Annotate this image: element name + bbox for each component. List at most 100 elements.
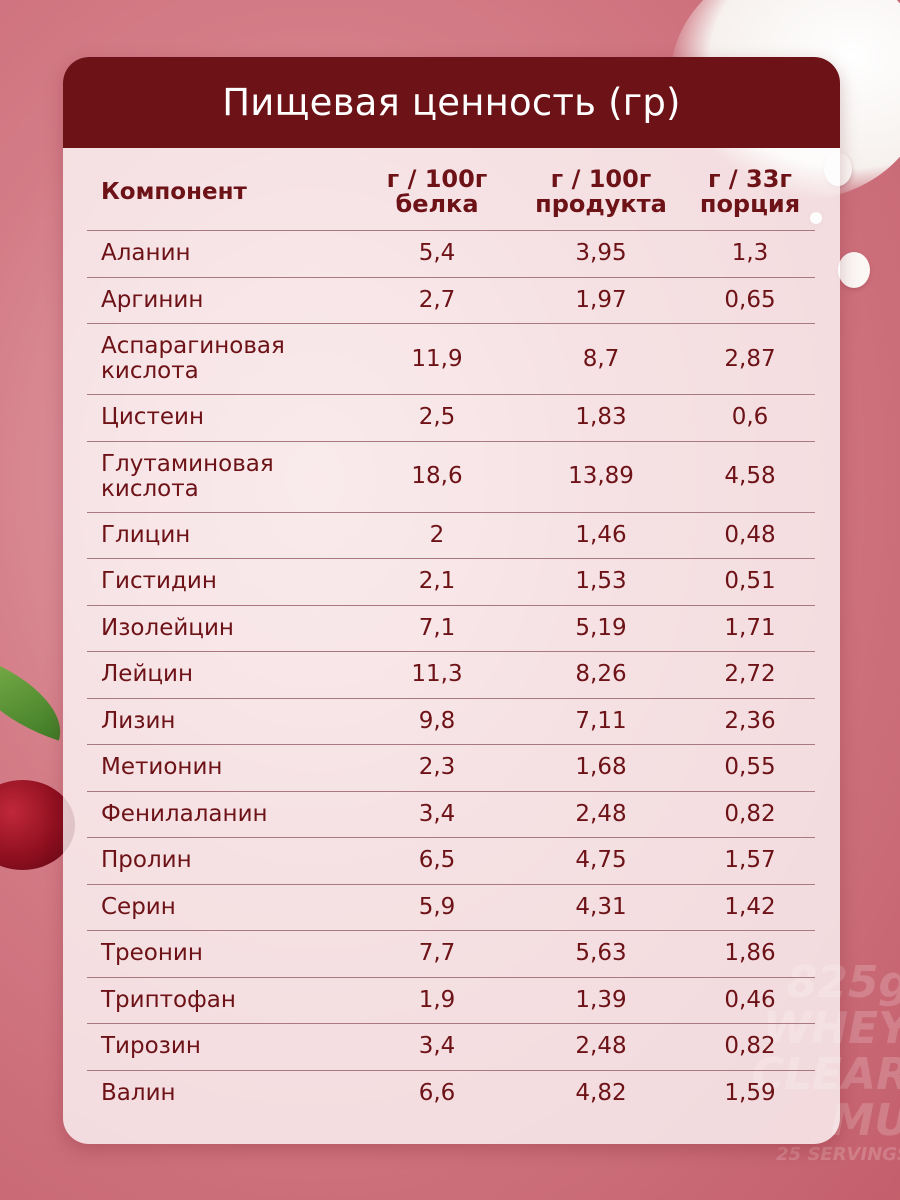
page-title: Пищевая ценность (гр) [222,81,681,124]
per-100g-protein-cell: 18,6 [357,440,517,512]
table-row: Валин 6,6 4,82 1,59 [87,1069,815,1116]
table-row: Аспарагиновая кислота 11,9 8,7 2,87 [87,323,815,395]
table-row: Гистидин 2,1 1,53 0,51 [87,558,815,605]
per-100g-product-cell: 8,26 [517,651,685,698]
table-row: Тирозин 3,4 2,48 0,82 [87,1023,815,1070]
component-name-line: Тирозин [101,1033,201,1060]
component-name-line: Гистидин [101,568,217,595]
component-name-cell: Лейцин [87,651,357,698]
component-name-line: Аспарагиновая [101,333,285,359]
component-name-line: Триптофан [101,986,236,1013]
component-name-line: Треонин [101,940,203,967]
per-serving-cell: 0,48 [685,511,815,559]
per-100g-product-cell: 5,63 [517,930,685,977]
table-row: Метионин 2,3 1,68 0,55 [87,744,815,791]
per-100g-product-cell: 1,46 [517,511,685,559]
column-header-per-serving: г / 33г порция [699,165,801,218]
tub-servings: 25 SERVINGS [776,1144,900,1165]
table-body: Аланин 5,4 3,95 1,3 Аргинин 2,7 1,97 0,65 Аспара… [87,230,815,1116]
column-header-component: Компонент [101,178,247,205]
component-name-line: Валин [101,1079,176,1106]
per-serving-cell: 1,59 [685,1069,815,1116]
per-100g-product-cell: 4,82 [517,1069,685,1116]
per-100g-product-cell: 1,39 [517,976,685,1024]
component-name-cell: Фенилаланин [87,790,357,838]
component-name-cell: Аспарагиновая кислота [87,323,357,395]
per-serving-cell: 0,82 [685,790,815,838]
per-serving-cell: 2,36 [685,697,815,745]
per-100g-product-cell: 4,31 [517,883,685,931]
component-name-line: кислота [101,475,199,502]
component-name-cell: Серин [87,883,357,931]
per-100g-product-cell: 1,53 [517,558,685,605]
component-name-cell: Глицин [87,511,357,559]
component-name-line: Пролин [101,847,192,874]
per-100g-protein-cell: 5,9 [357,883,517,931]
component-name-cell: Пролин [87,837,357,884]
table-row: Цистеин 2,5 1,83 0,6 [87,394,815,441]
per-100g-protein-cell: 11,3 [357,651,517,698]
component-name-cell: Триптофан [87,976,357,1024]
component-name-line: Цистеин [101,404,204,431]
amino-acid-table: Компонент г / 100г белка г / 100г продук… [87,154,815,1116]
component-name-cell: Изолейцин [87,604,357,652]
per-100g-protein-cell: 2,5 [357,394,517,441]
per-100g-product-cell: 1,83 [517,394,685,441]
per-100g-protein-cell: 5,4 [357,230,517,277]
per-serving-cell: 1,57 [685,837,815,884]
component-name-line: Аргинин [101,286,204,313]
per-serving-cell: 1,3 [685,230,815,277]
table-row: Изолейцин 7,1 5,19 1,71 [87,604,815,652]
component-name-cell: Цистеин [87,394,357,441]
component-name-line: Метионин [101,754,223,781]
per-100g-protein-cell: 2 [357,511,517,559]
component-name-cell: Глутаминовая кислота [87,440,357,512]
per-serving-cell: 0,65 [685,276,815,324]
per-serving-cell: 0,82 [685,1023,815,1070]
table-row: Треонин 7,7 5,63 1,86 [87,930,815,977]
per-100g-protein-cell: 7,7 [357,930,517,977]
per-100g-product-cell: 7,11 [517,697,685,745]
component-name-line: Серин [101,893,176,920]
per-serving-cell: 1,86 [685,930,815,977]
per-100g-product-cell: 5,19 [517,604,685,652]
component-name-line: Аланин [101,240,191,267]
table-row: Лизин 9,8 7,11 2,36 [87,697,815,745]
per-100g-product-cell: 1,97 [517,276,685,324]
table-row: Глутаминовая кислота 18,6 13,89 4,58 [87,440,815,512]
per-serving-cell: 0,46 [685,976,815,1024]
per-serving-cell: 0,6 [685,394,815,441]
component-name-cell: Метионин [87,744,357,791]
component-name-cell: Тирозин [87,1023,357,1070]
component-name-cell: Аргинин [87,276,357,324]
component-name-line: Фенилаланин [101,800,268,827]
per-serving-cell: 1,42 [685,883,815,931]
per-100g-protein-cell: 2,3 [357,744,517,791]
table-row: Триптофан 1,9 1,39 0,46 [87,976,815,1024]
column-header-per-100g-product: г / 100г продукта [535,165,667,218]
column-header-per-100g-protein: г / 100г белка [386,165,488,218]
table-row: Аргинин 2,7 1,97 0,65 [87,276,815,324]
per-serving-cell: 2,87 [685,323,815,395]
table-row: Глицин 2 1,46 0,48 [87,511,815,559]
per-100g-protein-cell: 2,1 [357,558,517,605]
per-100g-product-cell: 2,48 [517,1023,685,1070]
per-100g-protein-cell: 3,4 [357,790,517,838]
component-name-line: Глицин [101,521,191,548]
component-name-line: кислота [101,358,199,384]
per-100g-protein-cell: 6,5 [357,837,517,884]
per-100g-protein-cell: 6,6 [357,1069,517,1116]
component-name-cell: Валин [87,1069,357,1116]
component-name-line: Глутаминовая [101,450,274,477]
per-100g-protein-cell: 11,9 [357,323,517,395]
per-100g-product-cell: 2,48 [517,790,685,838]
component-name-cell: Аланин [87,230,357,277]
per-100g-protein-cell: 7,1 [357,604,517,652]
component-name-cell: Треонин [87,930,357,977]
per-100g-protein-cell: 1,9 [357,976,517,1024]
per-100g-product-cell: 8,7 [517,323,685,395]
per-100g-protein-cell: 2,7 [357,276,517,324]
component-name-line: Изолейцин [101,614,234,641]
component-name-line: Лизин [101,707,176,734]
per-100g-product-cell: 1,68 [517,744,685,791]
